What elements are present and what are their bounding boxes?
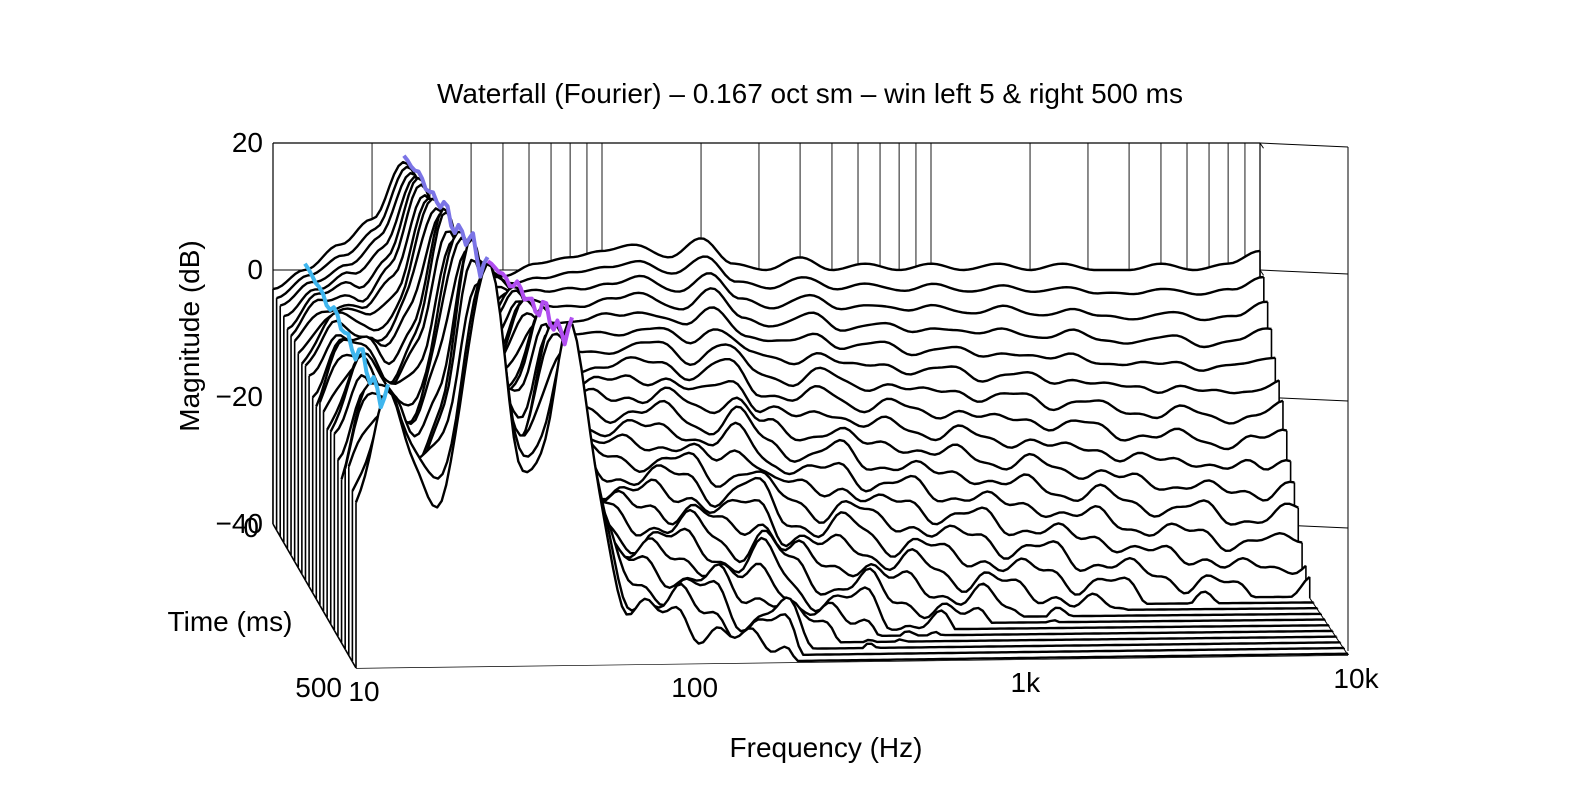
chart-title: Waterfall (Fourier) – 0.167 oct sm – win… bbox=[437, 78, 1183, 109]
y-axis-label: Magnitude (dB) bbox=[174, 240, 205, 432]
x-axis-label: Frequency (Hz) bbox=[729, 732, 923, 763]
slice-curve bbox=[351, 267, 1345, 656]
resonance-ridge-line bbox=[402, 154, 490, 279]
slice-fill bbox=[356, 264, 1348, 668]
z-tick-label: 0 bbox=[243, 512, 259, 543]
slices bbox=[272, 160, 1349, 668]
side-wall-line bbox=[1259, 269, 1349, 275]
resonance-ridge-line bbox=[486, 259, 574, 347]
x-tick-label: 1k bbox=[1010, 667, 1041, 699]
resonance-ridges bbox=[303, 154, 574, 410]
x-tick-label: 10k bbox=[1333, 663, 1379, 694]
y-tick-label: 20 bbox=[231, 127, 263, 158]
resonance-ridge-line bbox=[303, 262, 390, 410]
side-wall-grid bbox=[1259, 142, 1264, 149]
z-axis-label: Time (ms) bbox=[167, 606, 293, 637]
x-tick-label: 10 bbox=[348, 676, 380, 707]
y-tick-label: −40 bbox=[215, 508, 264, 539]
x-tick-label: 100 bbox=[671, 671, 719, 703]
slice-curve bbox=[354, 262, 1349, 663]
y-tick-label: −20 bbox=[215, 381, 264, 412]
back-grid bbox=[371, 143, 1246, 270]
side-wall-line bbox=[1259, 142, 1349, 148]
y-tick-label: 0 bbox=[247, 254, 263, 285]
z-tick-label: 500 bbox=[295, 672, 342, 703]
